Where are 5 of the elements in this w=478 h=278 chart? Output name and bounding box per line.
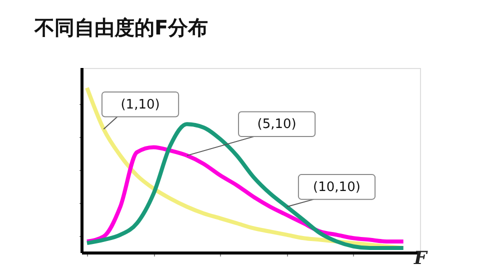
series-label: (10,10) xyxy=(313,180,360,195)
chart-title: 不同自由度的F分布 xyxy=(34,16,208,40)
x-axis-title: F xyxy=(413,248,428,269)
series-label: (1,10) xyxy=(120,97,160,112)
text: (5,10) xyxy=(257,117,296,132)
